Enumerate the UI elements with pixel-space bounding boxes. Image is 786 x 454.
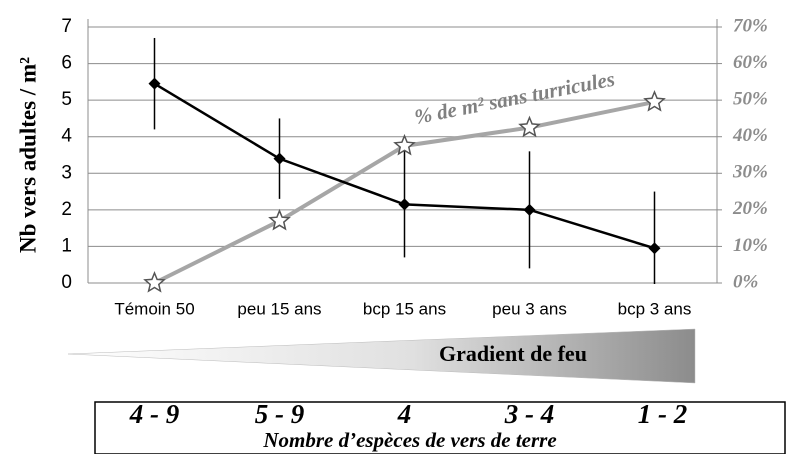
- diamond-marker: [148, 77, 161, 90]
- y-tick-label: 5: [61, 89, 72, 110]
- y-tick-label: 1: [61, 235, 72, 256]
- species-count: 3 - 4: [504, 399, 555, 429]
- series-annotation: % de m² sans turricules: [412, 67, 616, 129]
- x-tick-label: Témoin 50: [114, 299, 194, 318]
- star-marker: [393, 133, 416, 156]
- y-tick-label: 7: [61, 16, 72, 37]
- y2-tick-label: 20%: [732, 198, 768, 219]
- species-label: Nombre d’espèces de vers de terre: [262, 428, 556, 452]
- x-tick-label: peu 15 ans: [237, 299, 321, 318]
- fire-gradient: [67, 328, 696, 384]
- species-count: 4 - 9: [129, 399, 180, 429]
- y-tick-label: 6: [61, 53, 72, 74]
- y2-tick-label: 60%: [733, 52, 768, 73]
- diamond-marker: [398, 198, 411, 211]
- y2-tick-label: 10%: [733, 235, 768, 256]
- species-count: 1 - 2: [638, 399, 688, 429]
- star-marker: [268, 208, 291, 231]
- x-tick-label: bcp 3 ans: [618, 299, 692, 318]
- star-marker: [518, 115, 541, 138]
- species-count: 5 - 9: [255, 399, 305, 429]
- y-axis-label: Nb vers adultes / m²: [15, 57, 40, 253]
- diamond-marker: [523, 203, 536, 216]
- gradient-label: Gradient de feu: [439, 341, 587, 366]
- y2-tick-label: 0%: [733, 271, 758, 292]
- y-tick-label: 2: [61, 199, 72, 220]
- x-tick-label: peu 3 ans: [492, 299, 567, 318]
- species-count: 4: [397, 399, 412, 429]
- star-marker: [643, 90, 666, 112]
- diamond-marker: [648, 242, 661, 255]
- y2-tick-label: 70%: [733, 15, 768, 36]
- y-tick-label: 3: [61, 162, 72, 183]
- star-marker: [143, 271, 166, 293]
- y-tick-label: 0: [61, 272, 72, 293]
- y2-tick-label: 30%: [732, 162, 768, 183]
- diamond-marker: [273, 152, 286, 165]
- y2-tick-label: 40%: [732, 125, 768, 146]
- y2-tick-label: 50%: [733, 89, 768, 110]
- y-tick-label: 4: [61, 126, 72, 147]
- x-tick-label: bcp 15 ans: [363, 299, 446, 318]
- species-box: [94, 401, 786, 454]
